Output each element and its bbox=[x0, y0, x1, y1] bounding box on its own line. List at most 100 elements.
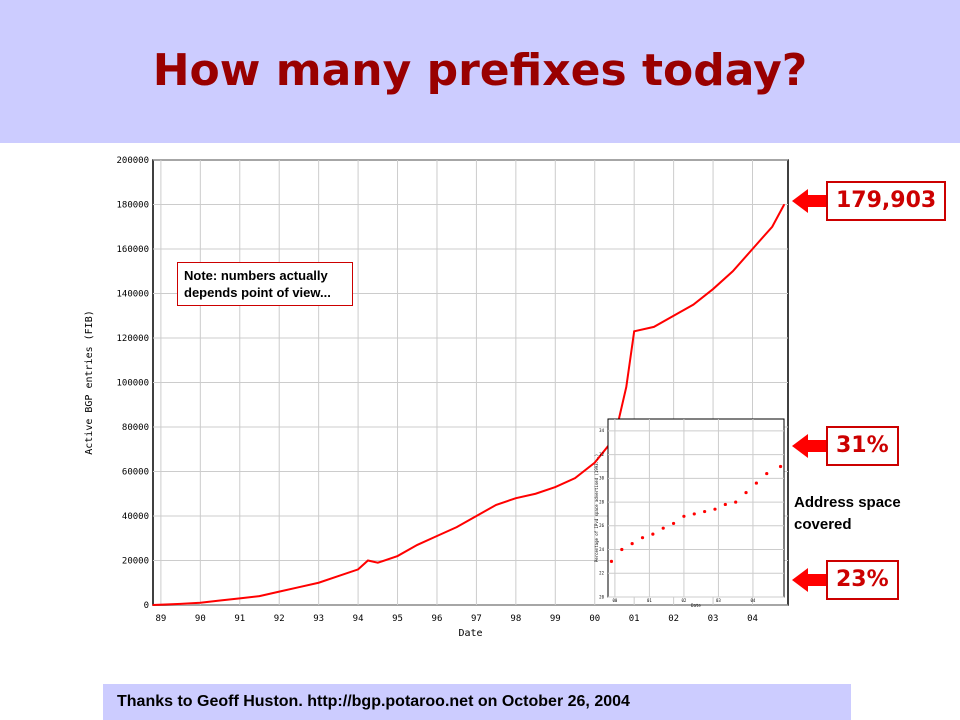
data-point bbox=[754, 481, 758, 485]
y-axis-label: Percentage of IPv4 space advertised (199… bbox=[594, 454, 599, 562]
y-tick-label: 26 bbox=[599, 523, 604, 528]
x-tick-label: 99 bbox=[550, 614, 561, 624]
data-point bbox=[630, 542, 634, 546]
x-tick-label: 02 bbox=[682, 598, 687, 603]
y-tick-label: 180000 bbox=[116, 201, 149, 211]
callout-31pct: 31% bbox=[792, 426, 899, 466]
data-point bbox=[317, 581, 320, 584]
x-tick-label: 94 bbox=[353, 614, 364, 624]
x-tick-label: 03 bbox=[716, 598, 721, 603]
x-tick-label: 92 bbox=[274, 614, 285, 624]
x-tick-label: 90 bbox=[195, 614, 206, 624]
x-tick-label: 95 bbox=[392, 614, 403, 624]
data-point bbox=[238, 597, 241, 600]
x-tick-label: 91 bbox=[234, 614, 245, 624]
y-tick-label: 30 bbox=[599, 476, 604, 481]
x-tick-label: 02 bbox=[668, 614, 679, 624]
y-tick-label: 60000 bbox=[122, 468, 149, 478]
note-box: Note: numbers actually depends point of … bbox=[177, 262, 353, 306]
data-point bbox=[609, 559, 614, 563]
data-point bbox=[713, 507, 717, 511]
data-point bbox=[751, 248, 754, 250]
x-tick-label: 93 bbox=[313, 614, 324, 624]
inset-address-chart: 00 01 02 03 04 20 22 24 26 28 30 32 34 Date Percentage… bbox=[594, 418, 785, 608]
data-point bbox=[703, 509, 707, 514]
header-band: How many prefixes today? bbox=[0, 0, 960, 143]
data-point bbox=[367, 559, 369, 562]
y-tick-label: 20000 bbox=[122, 557, 149, 567]
data-point bbox=[640, 536, 645, 540]
x-tick-label: 04 bbox=[747, 614, 758, 624]
data-point bbox=[219, 599, 221, 602]
data-point bbox=[765, 471, 769, 476]
data-point bbox=[744, 490, 748, 495]
data-point bbox=[495, 504, 497, 506]
x-tick-label: 01 bbox=[647, 598, 652, 603]
x-tick-label: 97 bbox=[471, 614, 482, 624]
data-point bbox=[620, 547, 624, 552]
data-point bbox=[357, 568, 359, 571]
x-tick-label: 03 bbox=[708, 614, 719, 624]
data-point bbox=[179, 603, 182, 605]
x-tick-label: 01 bbox=[629, 614, 640, 624]
x-tick-label: 00 bbox=[612, 598, 617, 603]
x-tick-label: 89 bbox=[155, 614, 166, 624]
data-point bbox=[396, 555, 399, 557]
slide-title: How many prefixes today? bbox=[152, 45, 808, 96]
data-point bbox=[298, 586, 300, 588]
data-point bbox=[436, 535, 438, 537]
x-axis-label: Date bbox=[691, 603, 701, 608]
data-point bbox=[377, 561, 379, 564]
data-point bbox=[416, 544, 419, 546]
main-bgp-chart: 89 90 91 92 93 94 95 96 97 98 99 00 01 02 03 0402000040… bbox=[84, 156, 789, 639]
data-point bbox=[671, 521, 676, 526]
data-point bbox=[625, 386, 628, 388]
y-tick-label: 0 bbox=[144, 601, 149, 611]
y-tick-label: 24 bbox=[599, 547, 604, 552]
data-point bbox=[152, 604, 154, 606]
x-tick-label: 96 bbox=[432, 614, 443, 624]
x-axis-label: Date bbox=[458, 628, 482, 639]
y-tick-label: 160000 bbox=[116, 245, 149, 255]
data-point bbox=[692, 303, 695, 306]
data-point bbox=[455, 526, 458, 528]
y-tick-label: 120000 bbox=[116, 334, 149, 344]
y-tick-label: 80000 bbox=[122, 423, 149, 433]
callout-23pct: 23% bbox=[792, 560, 899, 600]
y-tick-label: 40000 bbox=[122, 512, 149, 522]
y-tick-label: 32 bbox=[599, 452, 604, 457]
y-tick-label: 28 bbox=[599, 499, 604, 504]
callout-value: 23% bbox=[826, 560, 899, 600]
data-point bbox=[672, 314, 675, 317]
data-point bbox=[653, 326, 655, 328]
x-tick-label: 04 bbox=[751, 598, 756, 603]
callout-value: 31% bbox=[826, 426, 899, 466]
address-space-label: Address space covered bbox=[794, 494, 901, 533]
data-point bbox=[661, 526, 665, 530]
data-point bbox=[534, 492, 537, 495]
arrow-left-icon bbox=[792, 434, 808, 458]
y-tick-label: 200000 bbox=[116, 156, 149, 166]
data-point bbox=[258, 595, 261, 597]
plot-frame bbox=[607, 418, 785, 598]
data-point bbox=[651, 532, 655, 536]
data-point bbox=[783, 203, 785, 206]
arrow-left-icon bbox=[792, 568, 808, 592]
data-point bbox=[731, 270, 734, 273]
callout-value: 179,903 bbox=[826, 181, 947, 221]
y-tick-label: 22 bbox=[599, 571, 604, 576]
data-point bbox=[778, 464, 783, 469]
data-point bbox=[771, 225, 774, 228]
data-point bbox=[734, 500, 738, 504]
data-point bbox=[278, 590, 281, 593]
data-point bbox=[682, 514, 686, 518]
y-axis-label: Active BGP entries (FIB) bbox=[84, 310, 95, 455]
data-point bbox=[712, 288, 714, 290]
y-tick-label: 100000 bbox=[116, 379, 149, 389]
callout-179903: 179,903 bbox=[792, 181, 947, 221]
data-point bbox=[337, 575, 340, 577]
y-tick-label: 34 bbox=[599, 428, 604, 433]
data-point bbox=[574, 477, 576, 479]
data-point bbox=[723, 502, 727, 507]
data-point bbox=[199, 601, 202, 604]
